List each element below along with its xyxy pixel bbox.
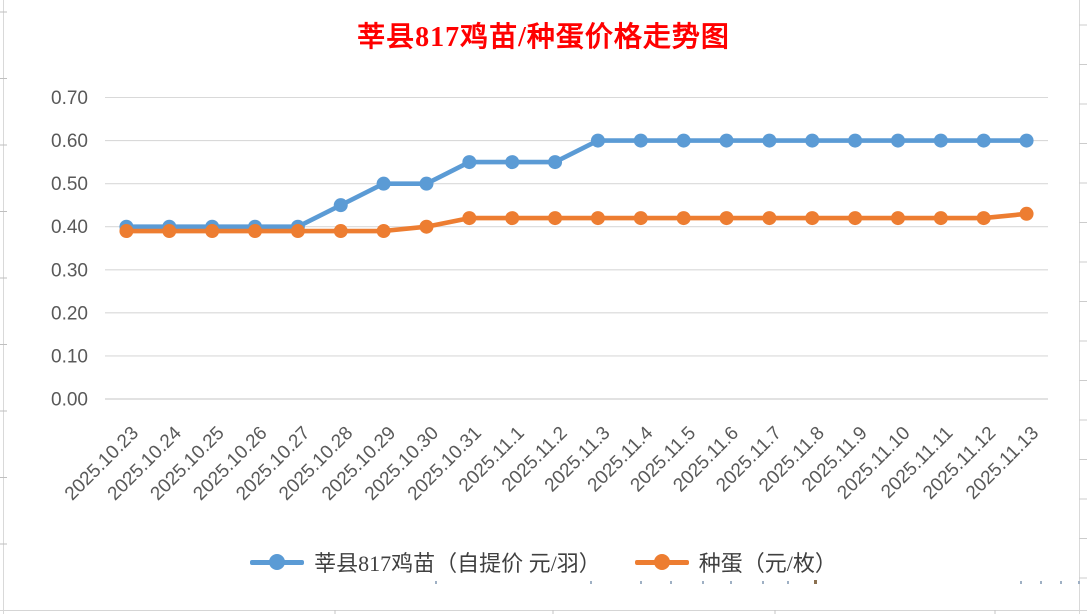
data-point-marker [890, 133, 905, 148]
data-point-marker [719, 211, 734, 226]
data-point-marker [762, 211, 777, 226]
data-point-marker [205, 224, 220, 239]
data-point-marker [848, 211, 863, 226]
data-point-marker [976, 133, 991, 148]
legend-label: 种蛋（元/枚） [698, 551, 837, 576]
legend-dot-marker-orange [653, 554, 670, 570]
data-point-marker [590, 211, 605, 226]
data-point-marker [805, 133, 820, 148]
data-point-marker [1019, 206, 1034, 221]
data-point-marker [290, 224, 305, 239]
data-point-marker [162, 224, 177, 239]
data-point-marker [633, 211, 648, 226]
y-tick-label: 0.50 [51, 174, 88, 195]
data-point-marker [548, 155, 563, 170]
data-point-marker [762, 133, 777, 148]
y-tick-label: 0.30 [51, 260, 88, 281]
y-tick-label: 0.60 [51, 131, 88, 152]
data-point-marker [976, 211, 991, 226]
x-axis-tick-labels: 2025.10.232025.10.242025.10.252025.10.26… [61, 422, 1043, 504]
data-point-marker [590, 133, 605, 148]
data-point-marker [376, 176, 391, 191]
data-point-marker [333, 198, 348, 213]
series-1 [119, 206, 1034, 239]
data-point-marker [676, 211, 691, 226]
legend-line-marker-orange [634, 554, 689, 570]
y-tick-label: 0.00 [51, 390, 88, 411]
legend-item-chick-price[interactable]: 莘县817鸡苗（自提价 元/羽） [250, 546, 601, 578]
data-point-marker [933, 133, 948, 148]
legend-label: 莘县817鸡苗（自提价 元/羽） [314, 551, 601, 576]
y-tick-label: 0.20 [51, 303, 88, 324]
data-point-marker [462, 211, 477, 226]
data-point-marker [505, 155, 520, 170]
legend-item-egg-price[interactable]: 种蛋（元/枚） [634, 546, 837, 578]
data-point-marker [805, 211, 820, 226]
data-point-marker [633, 133, 648, 148]
legend: 莘县817鸡苗（自提价 元/羽） 种蛋（元/枚） [0, 546, 1087, 578]
data-point-marker [548, 211, 563, 226]
chart-title: 莘县817鸡苗/种蛋价格走势图 [357, 22, 730, 53]
y-tick-label: 0.40 [51, 217, 88, 238]
legend-line-marker-blue [250, 554, 305, 570]
data-point-marker [719, 133, 734, 148]
y-tick-label: 0.70 [51, 88, 88, 109]
data-point-marker [462, 155, 477, 170]
data-point-marker [119, 224, 134, 239]
data-point-marker [933, 211, 948, 226]
data-point-marker [676, 133, 691, 148]
data-point-marker [419, 176, 434, 191]
data-point-marker [890, 211, 905, 226]
data-series [119, 133, 1034, 239]
data-point-marker [505, 211, 520, 226]
data-point-marker [248, 224, 263, 239]
data-point-marker [1019, 133, 1034, 148]
data-point-marker [848, 133, 863, 148]
data-point-marker [333, 224, 348, 239]
data-point-marker [376, 224, 391, 239]
series-0 [119, 133, 1034, 234]
y-tick-label: 0.10 [51, 346, 88, 367]
data-point-marker [419, 219, 434, 234]
y-axis-tick-labels: 0.00 0.10 0.20 0.30 0.40 0.50 0.60 0.70 [51, 88, 88, 411]
legend-dot-marker-blue [269, 554, 286, 570]
